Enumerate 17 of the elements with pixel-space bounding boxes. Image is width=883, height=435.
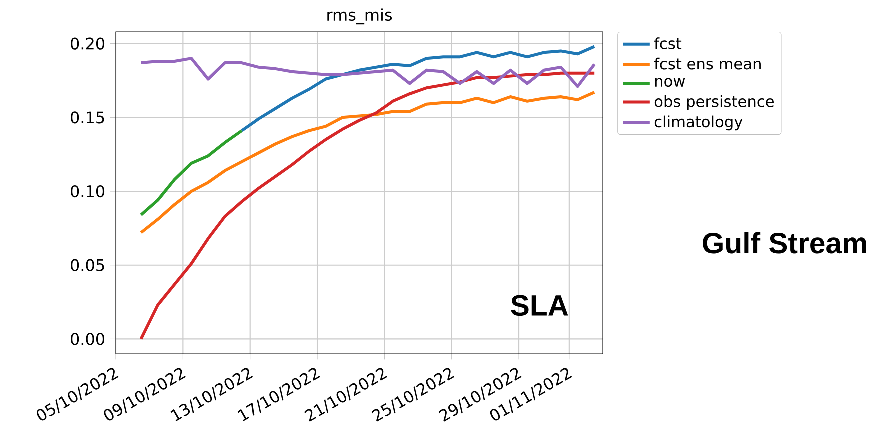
- y-tick-label: 0.05: [71, 259, 104, 272]
- y-tick-label: 0.20: [71, 38, 105, 50]
- line-series: [240, 45, 596, 132]
- legend-label: fcst: [654, 38, 682, 50]
- legend-label: now: [655, 78, 686, 88]
- y-tick-label: 0.00: [71, 333, 105, 346]
- legend-label: fcst ens mean: [654, 58, 761, 70]
- text: Gulf Stream: [703, 232, 866, 254]
- line-series: [140, 91, 596, 234]
- line-series: [140, 129, 244, 217]
- y-tick-label: 0.15: [71, 112, 104, 124]
- y-tick-label: 0.10: [71, 185, 105, 198]
- chart-title: rms_mis: [328, 8, 392, 25]
- legend-label: obs persistence: [654, 95, 774, 110]
- annotation: SLA: [511, 295, 568, 316]
- legend-label: climatology: [654, 116, 743, 131]
- line-series: [140, 57, 596, 88]
